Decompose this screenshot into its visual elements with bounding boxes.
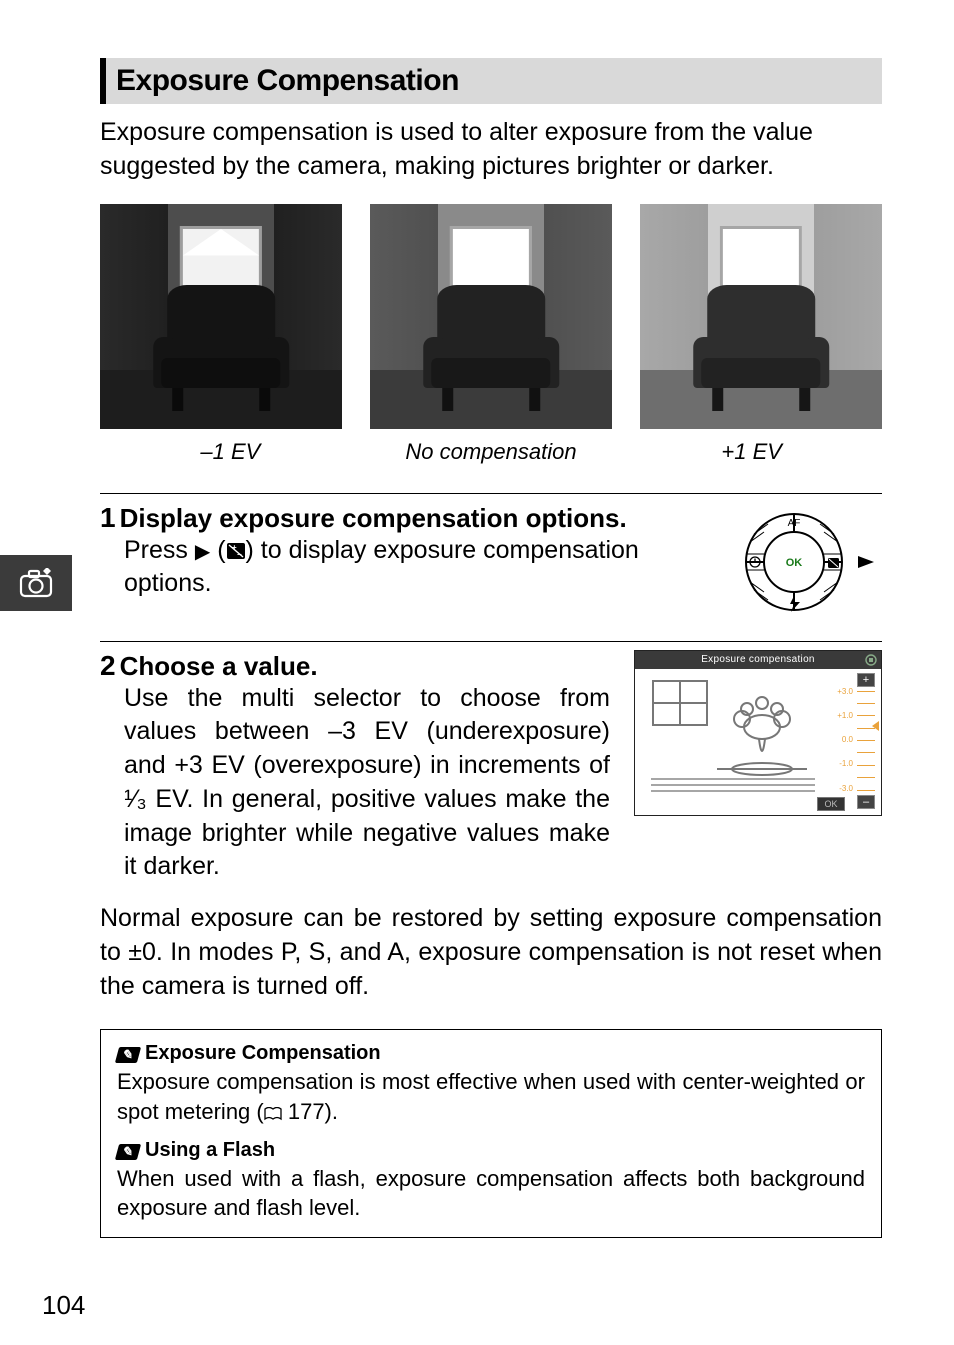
note-2-heading: ✎Using a Flash	[117, 1139, 865, 1162]
section-heading-bar: Exposure Compensation	[100, 58, 882, 104]
lcd-corner-icon	[865, 654, 877, 666]
svg-text:AF: AF	[788, 518, 801, 529]
page-ref-icon	[264, 1107, 282, 1121]
caption-normal: No compensation	[361, 439, 622, 465]
page-number: 104	[42, 1290, 85, 1321]
lcd-scale	[857, 691, 875, 791]
note-1-title: Exposure Compensation	[145, 1042, 381, 1064]
note-1-heading: ✎Exposure Compensation	[117, 1042, 865, 1065]
paren-open: (	[210, 536, 225, 564]
note-1-body: Exposure compensation is most effective …	[117, 1067, 865, 1126]
caption-bright: +1 EV	[621, 439, 882, 465]
svg-text:−: −	[237, 550, 242, 559]
lcd-title: Exposure compensation	[635, 651, 881, 669]
example-image-normal	[370, 204, 612, 429]
svg-text:OK: OK	[786, 557, 803, 569]
step-2-title: Choose a value.	[120, 651, 318, 681]
step-1-title: Display exposure compensation options.	[120, 503, 627, 533]
section-title: Exposure Compensation	[116, 64, 872, 98]
pencil-icon: ✎	[115, 1144, 141, 1160]
closing-paragraph: Normal exposure can be restored by setti…	[100, 902, 882, 1003]
example-images-row	[100, 204, 882, 429]
step-1: 1Display exposure compensation options. …	[100, 502, 882, 627]
lcd-minus-button[interactable]: –	[857, 795, 875, 809]
right-arrow-glyph: ▶	[195, 541, 210, 563]
right-arrow-icon	[858, 556, 874, 568]
note-2-body: When used with a flash, exposure compens…	[117, 1164, 865, 1223]
side-tab	[0, 555, 72, 611]
intro-paragraph: Exposure compensation is used to alter e…	[100, 116, 882, 184]
caption-dark: –1 EV	[100, 439, 361, 465]
step-1-number: 1	[100, 502, 116, 534]
example-captions: –1 EV No compensation +1 EV	[100, 439, 882, 465]
pencil-icon: ✎	[115, 1047, 141, 1063]
note-2-title: Using a Flash	[145, 1139, 275, 1161]
paren-close: )	[246, 536, 254, 564]
lcd-ok-button[interactable]: OK	[817, 797, 845, 811]
camera-mode-icon	[19, 568, 53, 598]
lcd-plus-button[interactable]: +	[857, 673, 875, 687]
example-image-bright	[640, 204, 882, 429]
step-2-body: Use the multi selector to choose from va…	[100, 682, 610, 885]
step-2-number: 2	[100, 650, 116, 682]
step-1-body-pre: Press	[124, 536, 195, 564]
lcd-preview: Exposure compensation	[634, 650, 882, 816]
example-image-dark	[100, 204, 342, 429]
lcd-scale-labels: +3.0 +1.0 0.0 -1.0 -3.0	[827, 687, 853, 793]
exposure-comp-icon: +−	[226, 542, 246, 560]
multi-selector-diagram: AF OK	[722, 502, 882, 627]
step-2: 2Choose a value. Use the multi selector …	[100, 650, 882, 885]
notes-box: ✎Exposure Compensation Exposure compensa…	[100, 1029, 882, 1238]
